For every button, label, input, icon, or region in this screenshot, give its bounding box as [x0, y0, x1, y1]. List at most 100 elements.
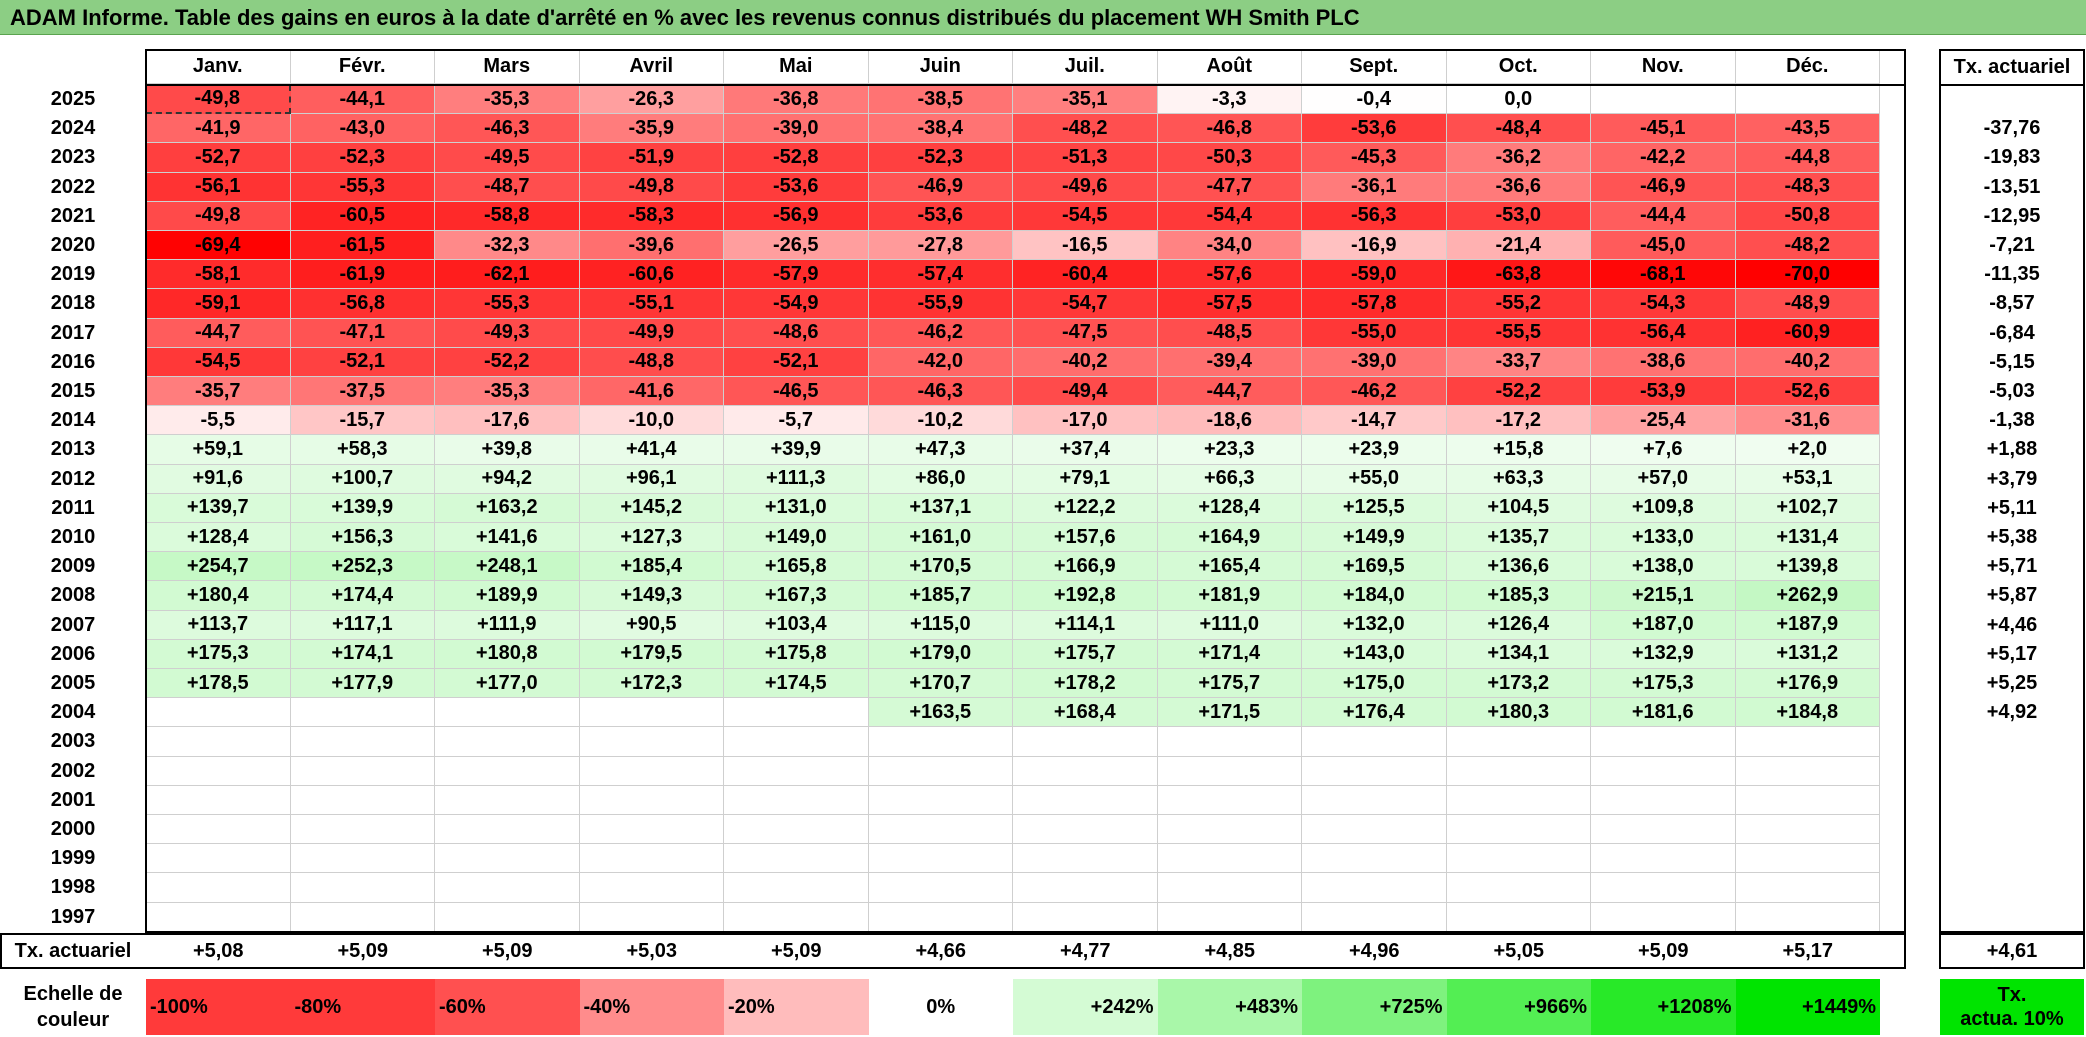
table-cell [435, 785, 580, 815]
table-cell: -55,3 [435, 289, 580, 319]
table-cell: +173,2 [1446, 669, 1591, 699]
table-cell: +138,0 [1591, 552, 1736, 582]
table-cell: +181,9 [1157, 581, 1302, 611]
table-cell: +163,2 [435, 493, 580, 523]
table-cell [435, 727, 580, 757]
table-cell: +252,3 [290, 552, 435, 582]
footer-value: +4,96 [1348, 939, 1400, 962]
table-cell: 0,0 [1446, 85, 1591, 115]
table-cell: -56,4 [1591, 318, 1736, 348]
table-cell: -17,2 [1446, 406, 1591, 436]
table-cell: +139,9 [290, 493, 435, 523]
table-cell: -41,9 [146, 114, 291, 144]
footer-value: +4,85 [1204, 939, 1256, 962]
table-cell [579, 815, 724, 845]
tx-actuariel-value: +4,46 [1986, 613, 2038, 636]
table-cell: -21,4 [1446, 231, 1591, 261]
table-cell [1013, 727, 1158, 757]
table-cell [435, 756, 580, 786]
table-cell [1013, 902, 1158, 932]
table-cell [1013, 785, 1158, 815]
table-cell: -43,0 [290, 114, 435, 144]
table-cell: -53,6 [1302, 114, 1447, 144]
table-cell [1591, 844, 1736, 874]
table-cell: +179,5 [579, 639, 724, 669]
table-cell [1591, 85, 1736, 115]
table-cell: -47,5 [1013, 318, 1158, 348]
table-cell: +176,9 [1735, 669, 1880, 699]
year-label: 2022 [50, 175, 96, 198]
tx-actuariel-value: +3,79 [1986, 467, 2038, 490]
year-label: 2023 [50, 146, 96, 169]
table-cell: -52,2 [435, 347, 580, 377]
table-cell: -70,0 [1735, 260, 1880, 290]
table-cell: +2,0 [1735, 435, 1880, 465]
table-cell: -52,1 [724, 347, 869, 377]
table-cell [1446, 815, 1591, 845]
tx-actuariel-value: +4,92 [1986, 701, 2038, 724]
table-cell [290, 727, 435, 757]
table-cell [290, 698, 435, 728]
table-cell [146, 756, 291, 786]
table-cell: +23,3 [1157, 435, 1302, 465]
table-cell: -60,6 [579, 260, 724, 290]
table-cell: -46,3 [435, 114, 580, 144]
table-cell: +156,3 [290, 523, 435, 553]
table-cell: +178,2 [1013, 669, 1158, 699]
table-cell: -5,7 [724, 406, 869, 436]
table-cell [1013, 815, 1158, 845]
table-cell: -36,6 [1446, 172, 1591, 202]
table-cell: -17,0 [1013, 406, 1158, 436]
year-label: 2004 [50, 701, 96, 724]
table-cell: -46,8 [1157, 114, 1302, 144]
table-cell: -44,8 [1735, 143, 1880, 173]
table-cell: +169,5 [1302, 552, 1447, 582]
table-cell [724, 873, 869, 903]
table-cell: -44,7 [146, 318, 291, 348]
table-cell: +126,4 [1446, 610, 1591, 640]
tx-actuariel-value: -37,76 [1983, 117, 2041, 140]
table-cell [290, 902, 435, 932]
table-cell [724, 727, 869, 757]
table-cell [290, 844, 435, 874]
table-cell: -60,9 [1735, 318, 1880, 348]
table-cell: -54,4 [1157, 201, 1302, 231]
month-header: Déc. [1735, 50, 1880, 84]
month-header: Janv. [146, 50, 291, 84]
table-cell: -53,9 [1591, 377, 1736, 407]
table-cell: +165,8 [724, 552, 869, 582]
table-cell: +91,6 [146, 464, 291, 494]
table-cell [1157, 785, 1302, 815]
table-cell [579, 698, 724, 728]
table-cell: -46,2 [868, 318, 1013, 348]
table-cell: -53,6 [724, 172, 869, 202]
month-header: Juil. [1013, 50, 1158, 84]
table-cell: -48,2 [1735, 231, 1880, 261]
table-cell: +47,3 [868, 435, 1013, 465]
footer-value: +5,17 [1782, 939, 1834, 962]
footer-value: +5,09 [481, 939, 533, 962]
legend-label-line1: Echelle de [23, 983, 123, 1005]
month-header: Mai [724, 50, 869, 84]
year-label: 1998 [50, 876, 96, 899]
table-cell [1157, 756, 1302, 786]
table-cell: +164,9 [1157, 523, 1302, 553]
table-cell [435, 902, 580, 932]
table-cell: +136,6 [1446, 552, 1591, 582]
table-cell: -45,0 [1591, 231, 1736, 261]
table-cell: -17,6 [435, 406, 580, 436]
legend-step: -20% [724, 979, 869, 1035]
tx-actuariel-value: -12,95 [1983, 204, 2041, 227]
table-cell [1591, 727, 1736, 757]
table-cell: +131,2 [1735, 639, 1880, 669]
table-cell: -48,2 [1013, 114, 1158, 144]
table-cell: +167,3 [724, 581, 869, 611]
table-cell: +170,7 [868, 669, 1013, 699]
table-cell [1591, 815, 1736, 845]
table-cell: -49,8 [579, 172, 724, 202]
tx-actuariel-value: -6,84 [1989, 321, 2035, 344]
table-cell: +96,1 [579, 464, 724, 494]
table-cell [1591, 873, 1736, 903]
table-cell [1591, 785, 1736, 815]
legend-label-line2: couleur [36, 1009, 110, 1031]
